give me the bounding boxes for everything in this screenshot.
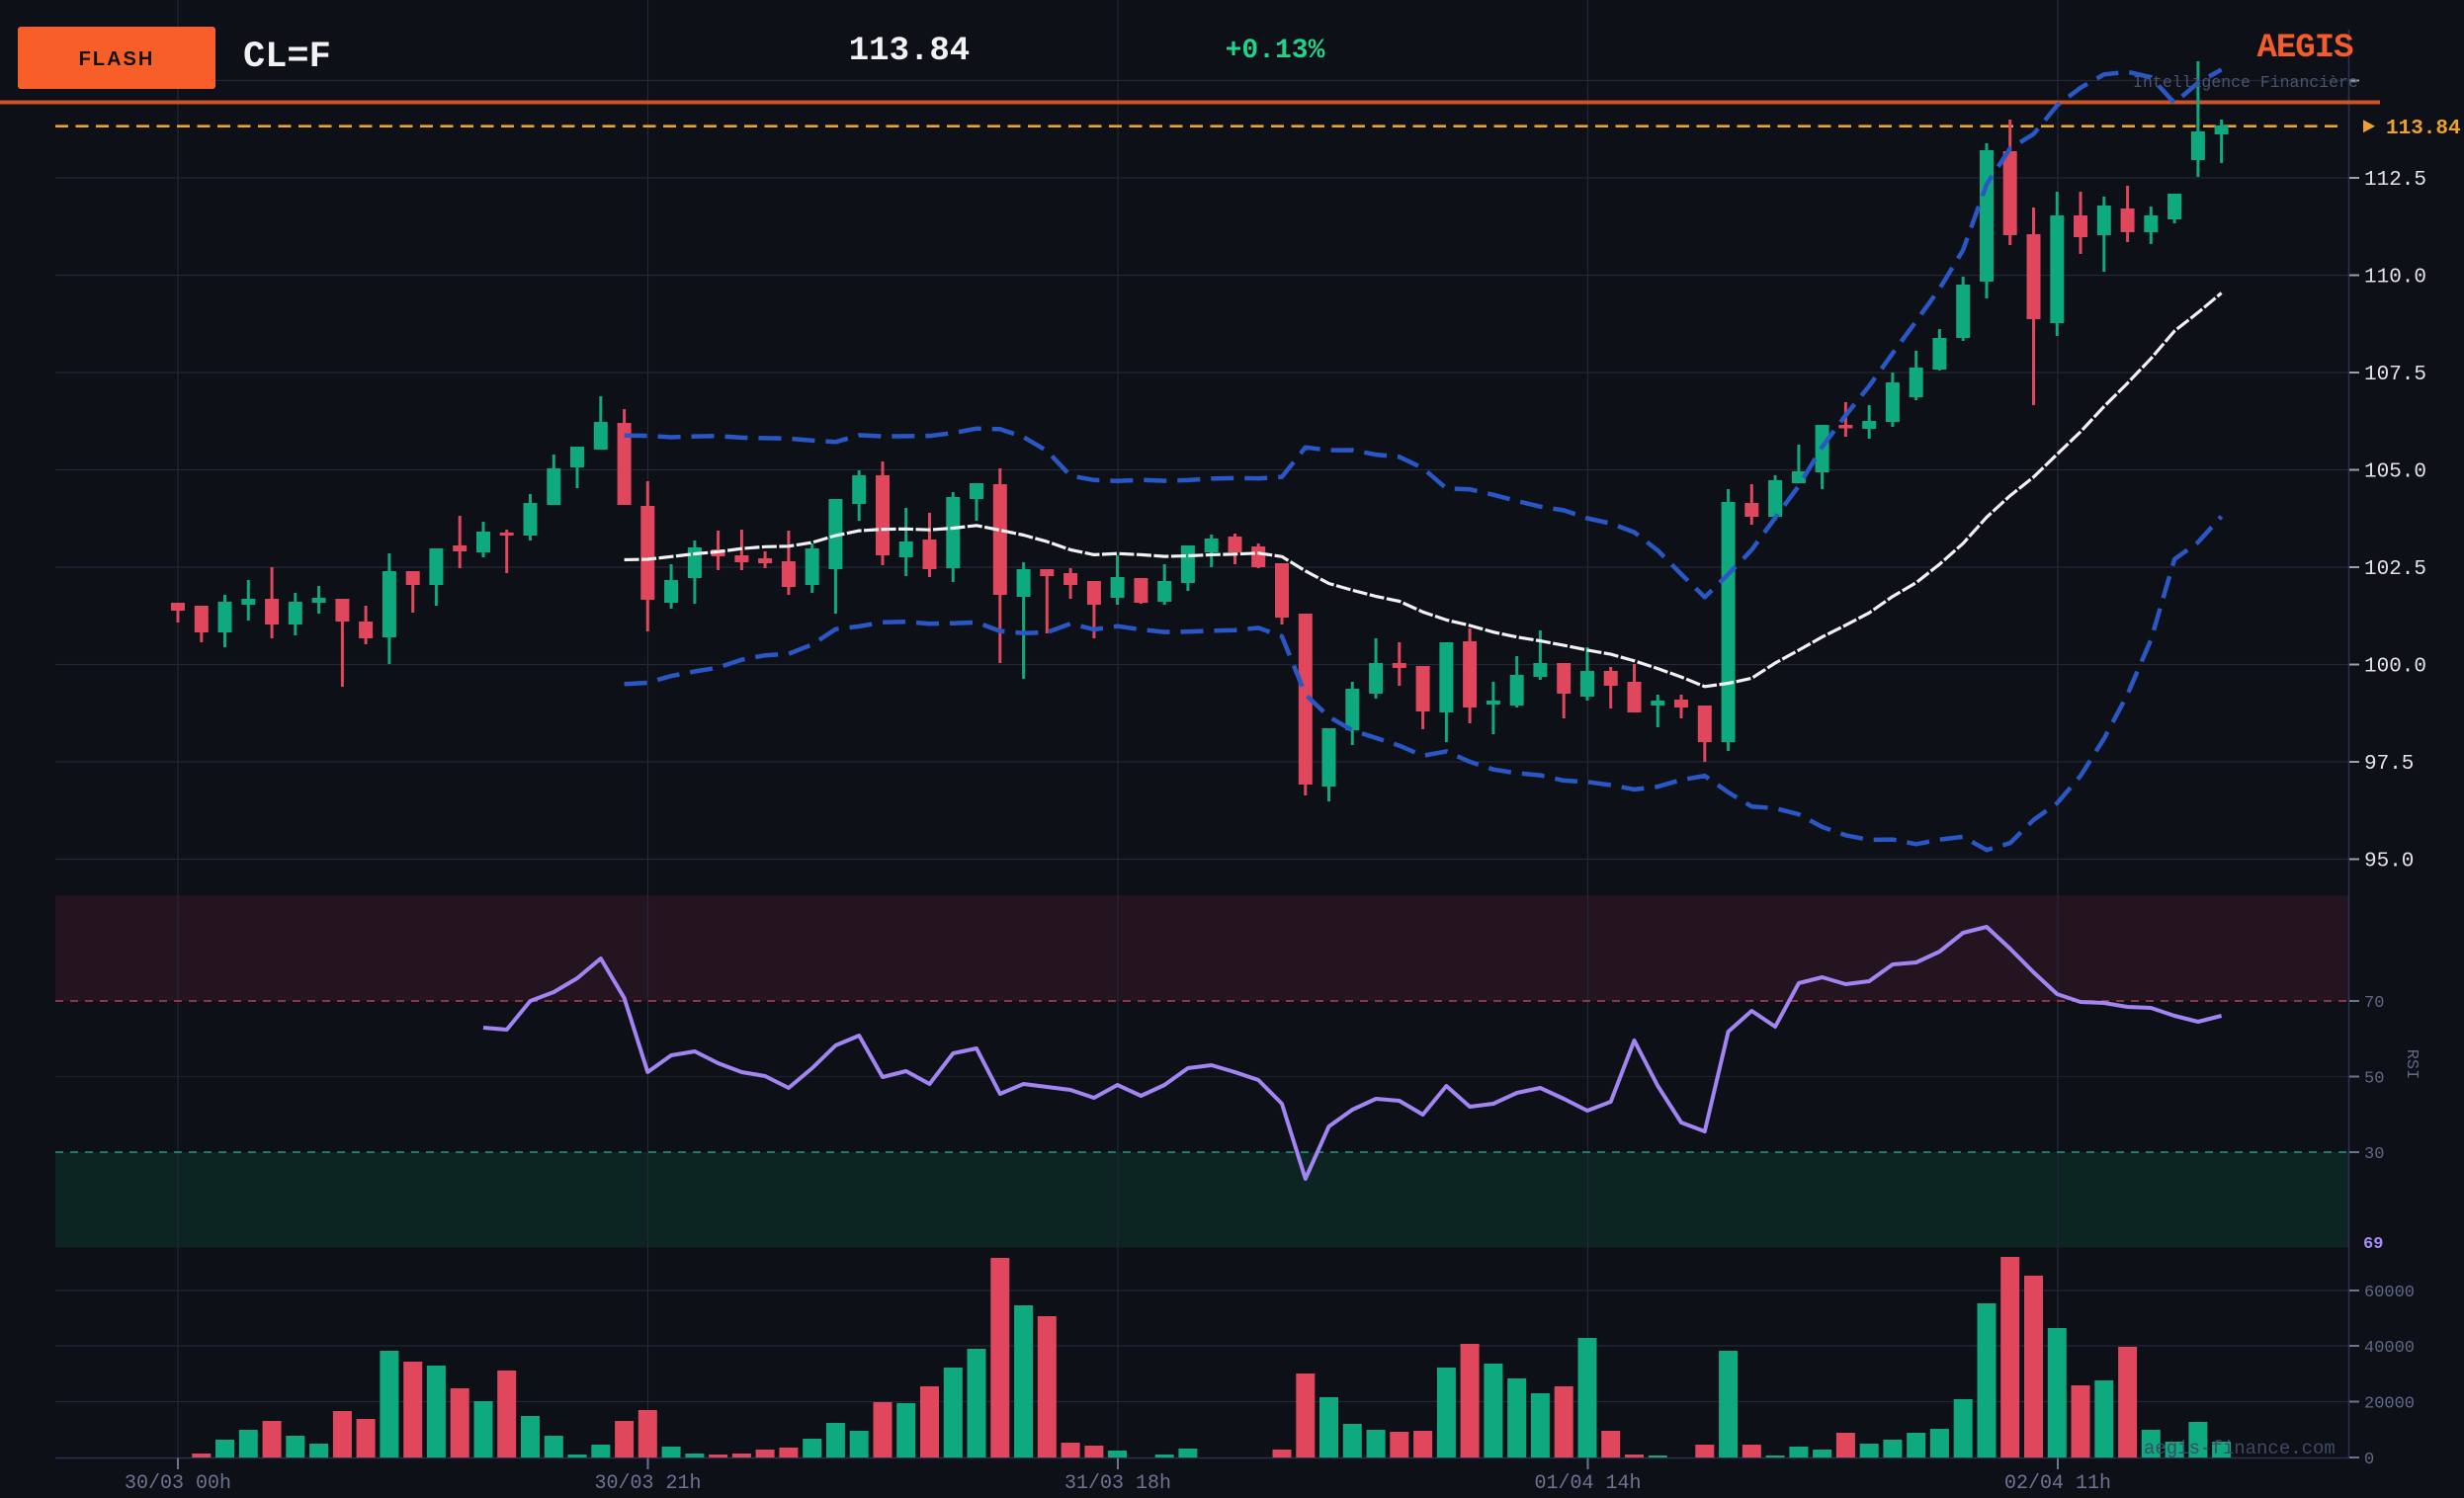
svg-text:70: 70 — [2364, 994, 2384, 1013]
svg-text:95.0: 95.0 — [2364, 851, 2414, 874]
svg-text:97.5: 97.5 — [2364, 753, 2414, 776]
svg-text:113.84: 113.84 — [849, 33, 970, 70]
svg-text:113.84: 113.84 — [2386, 118, 2461, 140]
svg-text:100.0: 100.0 — [2364, 656, 2426, 679]
svg-text:102.5: 102.5 — [2364, 558, 2426, 581]
svg-text:30: 30 — [2364, 1145, 2384, 1164]
svg-text:60000: 60000 — [2364, 1284, 2415, 1302]
svg-text:107.5: 107.5 — [2364, 364, 2426, 386]
svg-text:Intelligence Financière: Intelligence Financière — [2133, 73, 2358, 92]
svg-text:40000: 40000 — [2364, 1339, 2415, 1358]
svg-text:FLASH: FLASH — [79, 48, 155, 70]
svg-text:105.0: 105.0 — [2364, 461, 2426, 484]
svg-text:0: 0 — [2364, 1451, 2374, 1469]
svg-text:+0.13%: +0.13% — [1226, 36, 1325, 66]
svg-text:aegis-finance.com: aegis-finance.com — [2144, 1438, 2336, 1459]
svg-text:30/03 00h: 30/03 00h — [125, 1472, 231, 1495]
svg-text:01/04 14h: 01/04 14h — [1534, 1472, 1641, 1495]
svg-text:RSI: RSI — [2402, 1049, 2421, 1080]
svg-text:110.0: 110.0 — [2364, 267, 2426, 290]
svg-text:30/03 21h: 30/03 21h — [594, 1472, 701, 1495]
svg-text:20000: 20000 — [2364, 1395, 2415, 1414]
svg-text:31/03 18h: 31/03 18h — [1064, 1472, 1171, 1495]
svg-text:50: 50 — [2364, 1070, 2384, 1089]
svg-text:AEGIS: AEGIS — [2256, 30, 2353, 67]
svg-text:69: 69 — [2363, 1235, 2383, 1254]
svg-text:CL=F: CL=F — [243, 37, 331, 78]
svg-text:112.5: 112.5 — [2364, 169, 2426, 192]
svg-text:02/04 11h: 02/04 11h — [2004, 1472, 2111, 1495]
